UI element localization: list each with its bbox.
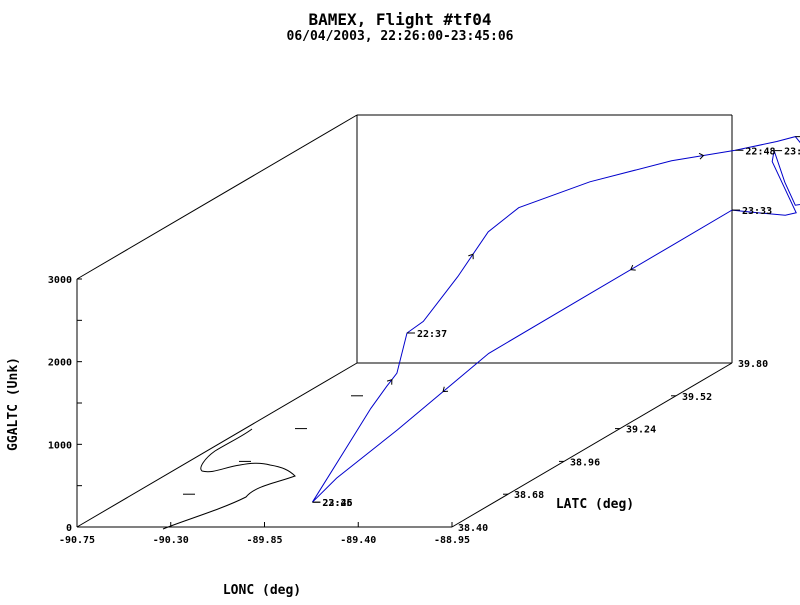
z-tick-label: 2000 — [48, 358, 72, 369]
x-tick-label: -90.75 — [59, 535, 95, 546]
time-label: 22:48 — [745, 146, 775, 157]
chart-subtitle: 06/04/2003, 22:26:00-23:45:06 — [287, 29, 514, 44]
chart-title: BAMEX, Flight #tf04 — [308, 10, 491, 29]
x-axis-label: LONC (deg) — [223, 583, 301, 598]
y-axis-line — [451, 362, 733, 528]
time-label: 23:45 — [322, 498, 352, 509]
y-tick-label: 39.80 — [738, 359, 768, 370]
y-tick-label: 38.68 — [514, 490, 544, 501]
direction-arrow — [630, 264, 636, 271]
direction-arrow — [698, 152, 705, 160]
time-label: 22:26 — [322, 498, 352, 509]
y-tick-label: 38.96 — [570, 457, 600, 468]
z-axis-label: GGALTC (Unk) — [6, 357, 21, 451]
top-depth-edge — [76, 114, 358, 280]
y-axis-label: LATC (deg) — [556, 497, 634, 512]
time-label: 22:37 — [417, 329, 447, 340]
z-tick-label: 3000 — [48, 275, 72, 286]
z-tick-label: 0 — [66, 523, 72, 534]
x-tick-label: -89.85 — [246, 535, 282, 546]
y-tick-label: 39.24 — [626, 425, 656, 436]
flight-path — [311, 136, 800, 503]
x-tick-label: -89.40 — [340, 535, 376, 546]
plot-frame — [76, 114, 733, 528]
ground-outline — [162, 428, 296, 530]
ground-boundary — [162, 428, 296, 530]
x-tick-label: -90.30 — [153, 535, 189, 546]
direction-arrow — [442, 386, 449, 393]
x-tick-label: -88.95 — [434, 535, 470, 546]
track-series — [311, 136, 800, 503]
time-label: 23:22 — [784, 147, 800, 158]
y-tick-label: 39.52 — [682, 392, 712, 403]
z-tick-label: 1000 — [48, 440, 72, 451]
direction-arrow — [468, 253, 474, 260]
direction-arrow — [386, 379, 393, 385]
y-tick-label: 38.40 — [458, 523, 488, 534]
time-label: 23:33 — [742, 206, 772, 217]
floor-depth-edge — [76, 362, 358, 528]
